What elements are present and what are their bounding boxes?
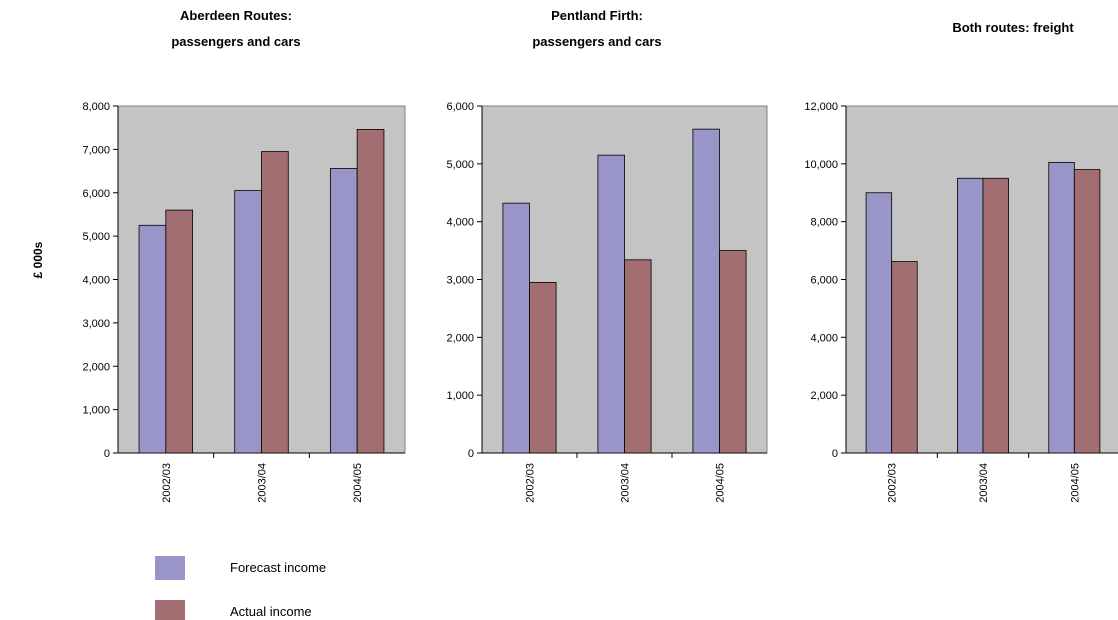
bar-actual-2002-03 (165, 209, 194, 454)
chart-title-line: Both routes: freight (952, 20, 1074, 35)
y-tick-label: 0 (104, 448, 110, 460)
x-tick-label: 2002/03 (887, 463, 899, 503)
y-tick-label: 0 (468, 448, 474, 460)
x-tick-label: 2003/04 (620, 463, 632, 503)
chart-title-line: Aberdeen Routes: (180, 8, 292, 23)
chart-title-line: passengers and cars (532, 34, 661, 49)
bar-actual-2004-05 (356, 129, 385, 454)
chart-panel-2: Pentland Firth: passengers and cars 0 1,000… (446, 8, 768, 503)
y-tick-label: 8,000 (82, 101, 110, 113)
bar-forecast-2003-04 (597, 154, 625, 454)
bar-actual-2002-03 (891, 261, 918, 454)
bar-forecast-2004-05 (692, 128, 720, 454)
y-tick-label: 5,000 (82, 231, 110, 243)
bar-actual-2003-04 (982, 177, 1009, 454)
y-tick-label: 8,000 (810, 217, 838, 229)
x-tick-label: 2003/04 (257, 463, 269, 503)
x-tick-label: 2004/05 (715, 463, 727, 503)
bar-actual-2002-03 (529, 281, 557, 454)
y-tick-label: 2,000 (810, 390, 838, 402)
shared-y-axis-label: £ 000s (31, 241, 45, 278)
bar-forecast-2003-04 (957, 177, 984, 454)
bar-actual-2004-05 (719, 250, 747, 454)
bar-actual-2003-04 (624, 259, 652, 454)
y-tick-label: 2,000 (82, 361, 110, 373)
x-tick-label: 2002/03 (161, 463, 173, 503)
chart-title-line: Pentland Firth: (551, 8, 643, 23)
y-tick-label: 3,000 (446, 275, 474, 287)
bar-forecast-2004-05 (1048, 161, 1075, 454)
bar-forecast-2002-03 (865, 192, 893, 454)
bar-forecast-2002-03 (502, 202, 530, 454)
bar-forecast-2003-04 (234, 190, 262, 454)
y-tick-label: 6,000 (446, 101, 474, 113)
y-tick-label: 0 (832, 448, 838, 460)
y-tick-label: 10,000 (804, 159, 838, 171)
y-tick-label: 1,000 (82, 405, 110, 417)
y-tick-label: 6,000 (810, 275, 838, 287)
x-tick-label: 2004/05 (352, 463, 364, 503)
bar-forecast-2004-05 (329, 168, 358, 454)
y-tick-label: 2,000 (446, 332, 474, 344)
bar-actual-2003-04 (261, 151, 289, 454)
y-tick-label: 5,000 (446, 159, 474, 171)
bar-forecast-2002-03 (138, 224, 167, 454)
y-tick-label: 4,000 (82, 275, 110, 287)
y-tick-label: 1,000 (446, 390, 474, 402)
legend-label-forecast: Forecast income (230, 560, 326, 575)
legend-label-actual: Actual income (230, 604, 312, 619)
chart-title-line: passengers and cars (171, 34, 300, 49)
y-tick-label: 6,000 (82, 188, 110, 200)
y-tick-label: 7,000 (82, 144, 110, 156)
y-tick-label: 3,000 (82, 318, 110, 330)
x-tick-label: 2002/03 (525, 463, 537, 503)
y-tick-label: 4,000 (810, 332, 838, 344)
y-tick-label: 12,000 (804, 101, 838, 113)
y-tick-label: 4,000 (446, 217, 474, 229)
chart-panel-3: Both routes: freight 0 2,000 4,000 6,000 8,00… (804, 20, 1118, 503)
x-tick-label: 2003/04 (978, 463, 990, 503)
bar-actual-2004-05 (1073, 169, 1101, 454)
legend-swatch-forecast (155, 556, 185, 580)
x-tick-label: 2004/05 (1069, 463, 1081, 503)
chart-panel-1: Aberdeen Routes: passengers and cars 0 1,00… (82, 8, 406, 503)
legend-swatch-actual (155, 600, 185, 620)
legend: Forecast income Actual income (155, 556, 326, 620)
